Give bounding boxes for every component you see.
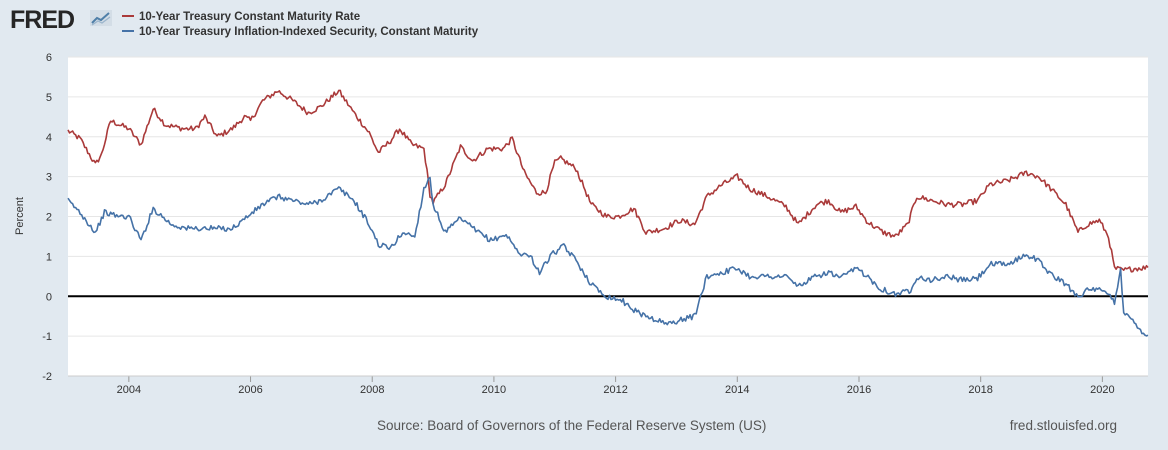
- y-axis-ticks: -2 -1 0 1 2 3 4 5 6: [42, 52, 52, 383]
- legend-label-nominal: 10-Year Treasury Constant Maturity Rate: [139, 11, 361, 23]
- x-tick-label: 2012: [603, 384, 627, 396]
- x-tick-label: 2010: [482, 384, 506, 396]
- x-tick-label: 2004: [117, 384, 141, 396]
- x-tick-label: 2016: [847, 384, 871, 396]
- y-tick-label: -2: [42, 371, 52, 383]
- fred-logo[interactable]: FRED: [10, 6, 75, 34]
- y-tick-label: 4: [46, 132, 52, 144]
- chart-header: FRED 10-Year Treasury Constant Maturity …: [0, 0, 1168, 50]
- source-note: Source: Board of Governors of the Federa…: [377, 418, 767, 433]
- y-axis-label: Percent: [14, 197, 26, 235]
- y-tick-label: 0: [46, 291, 52, 303]
- series-line-nominal: [67, 89, 1149, 273]
- legend-item-nominal: 10-Year Treasury Constant Maturity Rate: [122, 11, 360, 23]
- x-axis-ticks: 2004 2006 2008 2010 2012 2014 2016 2018 2020: [68, 375, 1148, 396]
- y-tick-label: 1: [46, 251, 52, 263]
- legend-swatch-nominal: [122, 14, 134, 17]
- y-tick-label: 6: [46, 52, 52, 64]
- series-line-tips: [67, 176, 1149, 337]
- y-tick-label: 5: [46, 92, 52, 104]
- y-tick-label: 2: [46, 212, 52, 224]
- y-tick-label: -1: [42, 331, 52, 343]
- fred-logo-chart-icon: [90, 10, 112, 26]
- x-tick-label: 2020: [1090, 384, 1114, 396]
- x-tick-label: 2014: [725, 384, 749, 396]
- source-url-link[interactable]: fred.stlouisfed.org: [1009, 418, 1117, 433]
- x-tick-label: 2006: [238, 384, 262, 396]
- series-lines: [67, 89, 1149, 337]
- x-tick-label: 2008: [360, 384, 384, 396]
- y-tick-label: 3: [46, 172, 52, 184]
- legend-swatch-tips: [122, 29, 134, 32]
- legend-label-tips: 10-Year Treasury Inflation-Indexed Secur…: [139, 26, 479, 38]
- legend-item-tips: 10-Year Treasury Inflation-Indexed Secur…: [122, 26, 478, 38]
- x-tick-label: 2018: [968, 384, 992, 396]
